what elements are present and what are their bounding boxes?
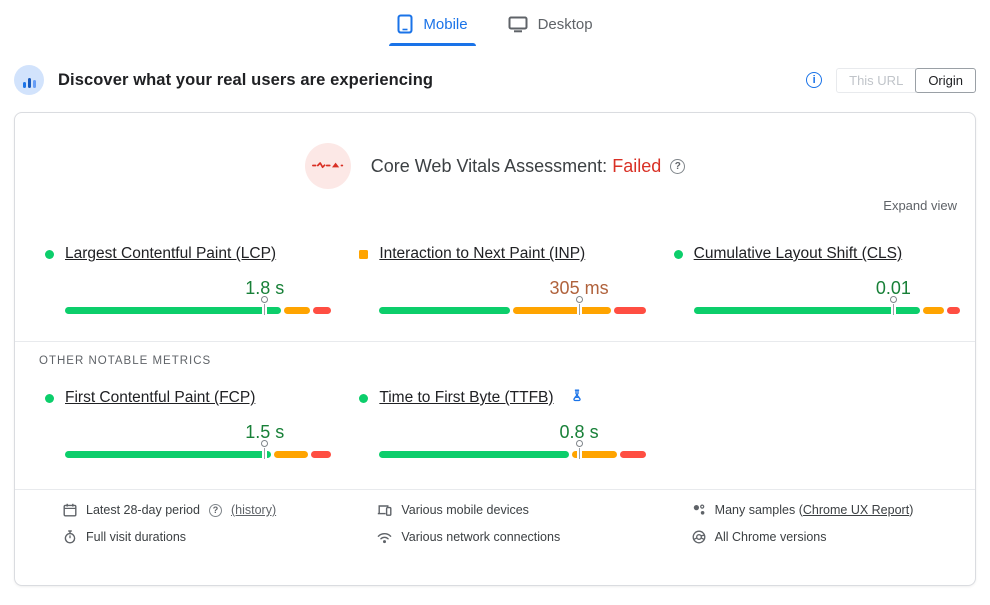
footer-devices-label: Various mobile devices xyxy=(401,503,529,517)
period-help-icon[interactable] xyxy=(208,503,222,517)
inp-distribution-bar: 305 ms xyxy=(379,278,646,315)
cls-link[interactable]: Cumulative Layout Shift (CLS) xyxy=(693,245,903,262)
assessment-waveform-icon xyxy=(304,143,351,189)
network-icon xyxy=(377,531,392,544)
tab-mobile-label: Mobile xyxy=(423,15,468,33)
footer-versions: All Chrome versions xyxy=(674,530,960,544)
this-url-button[interactable]: This URL xyxy=(836,67,917,93)
footer-durations-label: Full visit durations xyxy=(86,530,187,544)
mobile-phone-icon xyxy=(397,14,413,34)
metric-ttfb: Time to First Byte (TTFB) 0.8 s xyxy=(359,389,646,459)
info-icon[interactable]: i xyxy=(806,72,823,88)
chrome-icon xyxy=(692,530,706,544)
metric-lcp: Largest Contentful Paint (LCP) 1.8 s xyxy=(45,245,332,315)
samples-suffix: ) xyxy=(909,503,914,517)
fcp-value: 1.5 s xyxy=(245,422,285,442)
desktop-monitor-icon xyxy=(508,15,528,33)
cls-value: 0.01 xyxy=(875,278,911,298)
footer-durations: Full visit durations xyxy=(45,530,331,544)
real-users-icon xyxy=(14,65,44,95)
ttfb-status-bullet xyxy=(359,393,369,403)
assessment-result: Failed xyxy=(612,155,662,176)
cls-status-bullet xyxy=(673,249,683,259)
assessment-help-icon[interactable] xyxy=(670,159,686,175)
calendar-icon xyxy=(63,503,77,517)
device-tabs: Mobile Desktop xyxy=(0,0,990,46)
inp-link[interactable]: Interaction to Next Paint (INP) xyxy=(379,245,586,262)
footer-network-label: Various network connections xyxy=(401,530,561,544)
lcp-link[interactable]: Largest Contentful Paint (LCP) xyxy=(65,245,277,262)
samples-prefix: Many samples ( xyxy=(714,503,803,517)
lcp-status-bullet xyxy=(45,249,54,259)
expand-view-button[interactable]: Expand view xyxy=(883,198,957,213)
lcp-value: 1.8 s xyxy=(245,278,285,298)
inp-value: 305 ms xyxy=(549,278,609,298)
tab-desktop[interactable]: Desktop xyxy=(508,14,593,46)
chrome-ux-report-link[interactable]: Chrome UX Report xyxy=(802,503,910,517)
ttfb-link[interactable]: Time to First Byte (TTFB) xyxy=(379,389,554,406)
fcp-link[interactable]: First Contentful Paint (FCP) xyxy=(65,389,256,406)
assessment-title: Core Web Vitals Assessment: Failed xyxy=(371,156,686,177)
footer-samples: Many samples (Chrome UX Report) xyxy=(674,503,960,517)
inp-status-bullet xyxy=(359,249,369,259)
expand-view-row: Expand view xyxy=(15,189,975,215)
other-metrics-heading: OTHER NOTABLE METRICS xyxy=(39,355,212,367)
tab-mobile[interactable]: Mobile xyxy=(389,14,476,46)
lcp-distribution-bar: 1.8 s xyxy=(65,278,332,315)
field-data-title: Discover what your real users are experi… xyxy=(58,70,434,89)
cwv-assessment: Core Web Vitals Assessment: Failed xyxy=(15,113,975,189)
devices-icon xyxy=(377,503,392,517)
tab-desktop-label: Desktop xyxy=(537,15,593,33)
cls-distribution-bar: 0.01 xyxy=(693,278,960,315)
ttfb-distribution-bar: 0.8 s xyxy=(379,422,646,459)
footer-versions-label: All Chrome versions xyxy=(714,530,827,544)
metric-fcp: First Contentful Paint (FCP) 1.5 s xyxy=(45,389,332,459)
footer-period: Latest 28-day period (history) xyxy=(45,503,331,517)
history-link[interactable]: (history) xyxy=(230,503,277,517)
stopwatch-icon xyxy=(63,530,77,544)
field-data-header: Discover what your real users are experi… xyxy=(0,60,990,100)
metric-inp: Interaction to Next Paint (INP) 305 ms xyxy=(359,245,646,315)
assessment-title-text: Core Web Vitals Assessment: xyxy=(370,155,608,176)
fcp-distribution-bar: 1.5 s xyxy=(65,422,332,459)
footer-period-label: Latest 28-day period xyxy=(86,503,200,517)
fcp-status-bullet xyxy=(45,393,54,403)
metric-cls: Cumulative Layout Shift (CLS) 0.01 xyxy=(673,245,960,315)
origin-button[interactable]: Origin xyxy=(915,67,976,93)
footer-samples-label: Many samples (Chrome UX Report) xyxy=(715,503,914,517)
field-data-card: Core Web Vitals Assessment: Failed Expan… xyxy=(14,112,976,586)
other-metrics-row: First Contentful Paint (FCP) 1.5 s Time … xyxy=(15,389,975,459)
section-divider xyxy=(15,341,975,342)
core-metrics-row: Largest Contentful Paint (LCP) 1.8 s Int… xyxy=(15,245,975,315)
scope-toggle: This URL Origin xyxy=(836,67,976,93)
experimental-flask-icon xyxy=(571,389,583,407)
footer-devices: Various mobile devices xyxy=(359,503,645,517)
samples-dots-icon xyxy=(692,503,706,517)
field-data-footer: Latest 28-day period (history) Various m… xyxy=(15,489,975,556)
ttfb-value: 0.8 s xyxy=(559,422,599,442)
footer-network: Various network connections xyxy=(359,530,645,544)
